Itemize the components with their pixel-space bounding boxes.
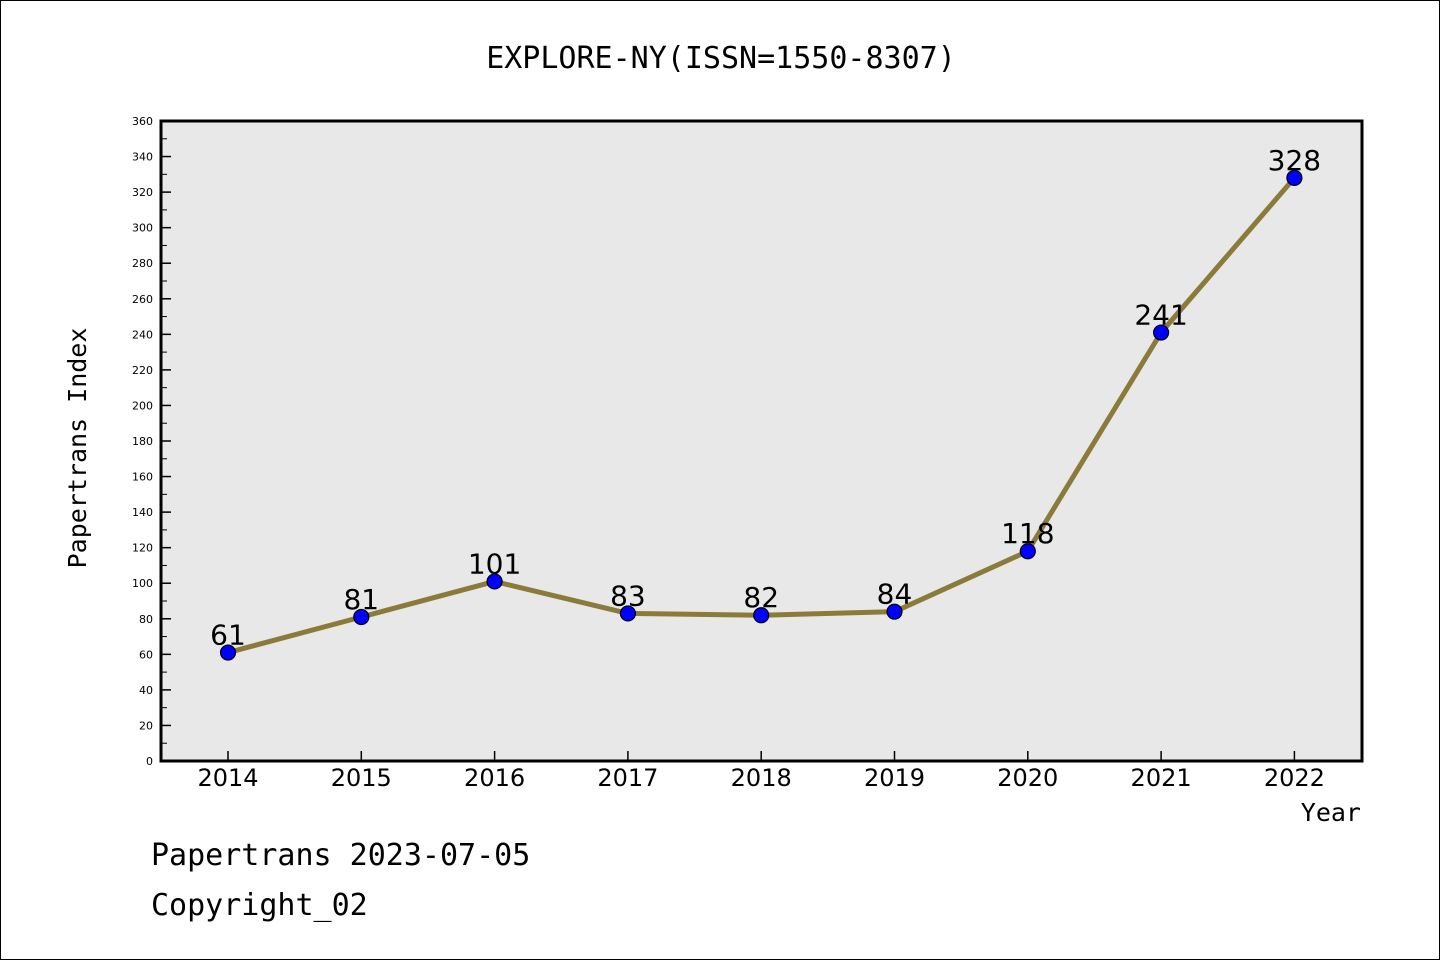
x-tick-label: 2022 bbox=[1264, 764, 1325, 792]
data-point bbox=[486, 573, 503, 590]
data-label: 82 bbox=[743, 581, 779, 614]
x-tick-label: 2020 bbox=[997, 764, 1058, 792]
data-label: 328 bbox=[1268, 144, 1321, 177]
data-label: 118 bbox=[1001, 517, 1054, 550]
y-tick-label: 120 bbox=[132, 542, 153, 555]
y-tick-label: 220 bbox=[132, 364, 153, 377]
y-tick-label: 300 bbox=[132, 222, 153, 235]
data-labels: 61 81 101 83 82 84 118 241 328 bbox=[210, 144, 1321, 652]
y-tick-label: 40 bbox=[139, 684, 153, 697]
y-axis-label: Papertrans Index bbox=[63, 328, 92, 569]
data-label: 84 bbox=[877, 578, 913, 611]
data-label: 241 bbox=[1134, 299, 1187, 332]
y-axis: 0 20 40 60 80 100 120 140 160 180 200 220 240 260 280 3… bbox=[132, 115, 171, 768]
y-tick-label: 320 bbox=[132, 186, 153, 199]
x-tick-label: 2015 bbox=[331, 764, 392, 792]
data-point bbox=[753, 607, 770, 624]
x-tick-label: 2014 bbox=[197, 764, 258, 792]
y-tick-label: 340 bbox=[132, 151, 153, 164]
footer-copyright: Copyright_02 bbox=[151, 888, 368, 923]
data-point bbox=[353, 608, 370, 626]
chart-title: EXPLORE-NY(ISSN=1550-8307) bbox=[486, 41, 956, 76]
y-tick-label: 160 bbox=[132, 471, 153, 484]
x-tick-label: 2017 bbox=[597, 764, 658, 792]
data-point bbox=[1019, 543, 1036, 560]
data-label: 61 bbox=[210, 619, 246, 652]
y-tick-label: 80 bbox=[139, 613, 153, 626]
x-tick-label: 2018 bbox=[731, 764, 792, 792]
y-tick-label: 100 bbox=[132, 577, 153, 590]
x-axis: 2014 2015 2016 2017 2018 2019 2020 2021 2022 bbox=[197, 751, 1325, 792]
data-label: 101 bbox=[468, 547, 521, 580]
data-point bbox=[1286, 169, 1303, 186]
x-axis-label: Year bbox=[1301, 798, 1361, 827]
x-tick-label: 2021 bbox=[1131, 764, 1192, 792]
footer-date: Papertrans 2023-07-05 bbox=[151, 838, 530, 873]
data-point bbox=[619, 605, 637, 622]
data-point bbox=[886, 603, 903, 620]
y-tick-label: 260 bbox=[132, 293, 153, 306]
y-tick-label: 180 bbox=[132, 435, 153, 448]
x-tick-label: 2019 bbox=[864, 764, 925, 792]
data-points bbox=[219, 169, 1303, 661]
data-point bbox=[219, 644, 237, 661]
y-tick-label: 200 bbox=[132, 399, 153, 412]
data-label: 83 bbox=[610, 579, 646, 612]
y-tick-label: 140 bbox=[132, 506, 153, 519]
y-tick-label: 360 bbox=[132, 115, 153, 128]
x-tick-label: 2016 bbox=[464, 764, 525, 792]
y-tick-label: 20 bbox=[139, 719, 153, 732]
y-tick-label: 280 bbox=[132, 257, 153, 270]
data-label: 81 bbox=[343, 583, 379, 616]
y-tick-label: 0 bbox=[146, 755, 153, 768]
y-tick-label: 240 bbox=[132, 328, 153, 341]
data-point bbox=[1152, 324, 1170, 341]
plot-area bbox=[159, 119, 1364, 763]
y-tick-label: 60 bbox=[139, 648, 153, 661]
